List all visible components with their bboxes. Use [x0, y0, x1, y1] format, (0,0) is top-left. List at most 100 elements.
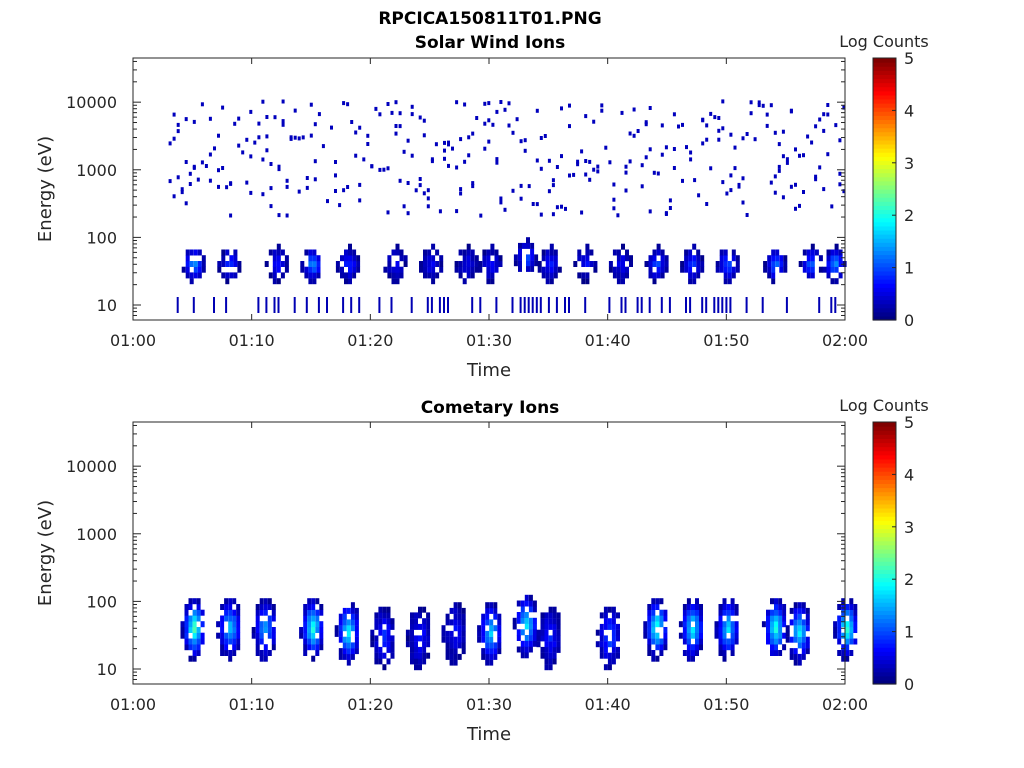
heatmap-cell: [228, 627, 233, 633]
heatmap-cell: [834, 249, 839, 256]
heatmap-cell: [592, 167, 596, 172]
heatmap-cell: [668, 198, 672, 203]
heatmap-cell: [700, 255, 705, 262]
heatmap-cell: [733, 166, 737, 171]
heatmap-cell: [208, 178, 212, 183]
colorbar-segment: [873, 479, 896, 484]
heatmap-cell: [611, 606, 616, 613]
heatmap-cell: [255, 609, 260, 616]
colorbar-segment: [873, 262, 896, 268]
heatmap-cell: [350, 120, 354, 124]
heatmap-cell: [285, 213, 289, 218]
heatmap-cell: [528, 646, 533, 653]
heatmap-cell: [557, 266, 562, 273]
heatmap-cell: [834, 261, 839, 267]
heatmap-cell: [778, 650, 783, 656]
heatmap-cell: [651, 615, 656, 622]
heatmap-cell: [307, 604, 312, 610]
heatmap-cell: [572, 172, 576, 177]
heatmap-cell: [528, 617, 533, 624]
heatmap-cell: [316, 272, 321, 279]
heatmap-cell: [530, 248, 535, 255]
colorbar-segment: [873, 507, 896, 513]
heatmap-cell: [503, 107, 507, 112]
heatmap-cell: [311, 627, 316, 633]
heatmap-cell: [410, 112, 414, 117]
heatmap-cell: [426, 635, 431, 642]
heatmap-cell: [188, 171, 192, 176]
heatmap-cell: [552, 618, 557, 625]
heatmap-cell: [245, 137, 249, 142]
colorbar-segment: [873, 246, 896, 251]
heatmap-cell: [221, 272, 226, 279]
heatmap-cell: [767, 261, 772, 267]
heatmap-cell: [386, 210, 390, 215]
colorbar-segment: [873, 295, 896, 301]
heatmap-cell: [513, 260, 518, 267]
heatmap-cell: [577, 272, 582, 279]
heatmap-cell: [599, 641, 604, 648]
heatmap-cell: [188, 182, 192, 186]
colorbar-segment: [873, 303, 896, 309]
heatmap-cell: [319, 627, 324, 633]
heatmap-cell: [467, 135, 471, 140]
heatmap-cell: [485, 653, 490, 660]
heatmap-cell: [691, 650, 695, 656]
heatmap-cell: [537, 261, 542, 267]
heatmap-cell: [382, 618, 387, 625]
heatmap-cell: [695, 604, 699, 610]
heatmap-cell: [621, 261, 625, 267]
heatmap-cell: [309, 102, 313, 107]
heatmap-cell: [204, 164, 208, 168]
heatmap-cell: [495, 109, 499, 114]
heatmap-cell: [485, 636, 490, 643]
heatmap-cell: [304, 272, 309, 279]
heatmap-cell: [398, 124, 402, 129]
heatmap-cell: [313, 159, 317, 164]
heatmap-cell: [826, 266, 831, 273]
colorbar-segment: [873, 213, 896, 219]
heatmap-cell: [717, 116, 721, 120]
heatmap-cell: [449, 619, 454, 626]
heatmap-cell: [766, 609, 770, 616]
heatmap-cell: [532, 600, 537, 607]
colorbar-segment: [873, 123, 896, 129]
heatmap-cell: [366, 142, 370, 146]
heatmap-cell: [689, 297, 692, 313]
colorbar-tick-label: 2: [904, 206, 914, 225]
heatmap-cell: [547, 158, 551, 163]
heatmap-cell: [769, 103, 773, 108]
colorbar-segment: [873, 291, 896, 297]
heatmap-cell: [789, 653, 794, 660]
heatmap-cell: [830, 204, 834, 209]
x-tick-label: 01:50: [703, 695, 749, 714]
heatmap-cell: [479, 213, 483, 218]
heatmap-cell: [390, 646, 395, 653]
heatmap-cell: [435, 261, 440, 267]
heatmap-cell: [520, 600, 525, 607]
heatmap-cell: [607, 623, 612, 630]
heatmap-cell: [621, 272, 625, 279]
heatmap-cell: [717, 137, 721, 142]
heatmap-cell: [600, 103, 604, 108]
heatmap-cell: [470, 255, 475, 262]
heatmap-cell: [374, 623, 379, 630]
y-tick-label: 100: [86, 592, 117, 611]
heatmap-cell: [237, 116, 241, 121]
heatmap-cell: [487, 101, 491, 106]
heatmap-cell: [249, 190, 253, 195]
heatmap-cell: [273, 115, 277, 120]
heatmap-cell: [346, 102, 350, 107]
heatmap-cell: [775, 261, 780, 267]
heatmap-cell: [426, 641, 431, 648]
heatmap-cell: [624, 164, 628, 169]
heatmap-cell: [386, 606, 391, 613]
heatmap-cell: [471, 297, 474, 313]
heatmap-cell: [340, 255, 344, 262]
heatmap-cell: [370, 641, 375, 648]
heatmap-cell: [193, 272, 198, 279]
heatmap-cell: [308, 255, 313, 262]
heatmap-cell: [489, 619, 494, 626]
colorbar-tick-label: 0: [904, 311, 914, 330]
